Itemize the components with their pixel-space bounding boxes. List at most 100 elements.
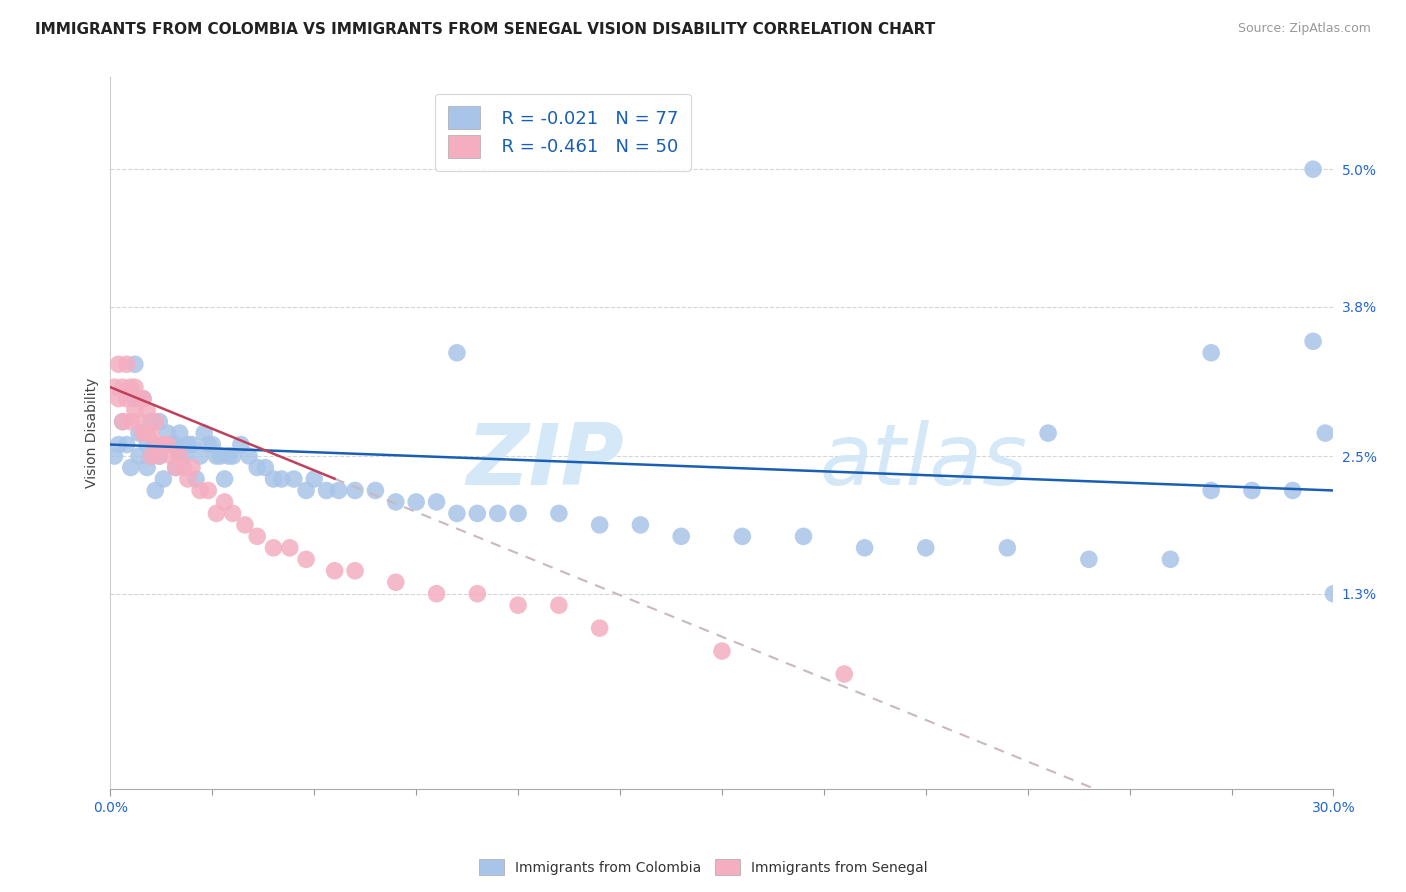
- Point: [120, 460, 142, 475]
- Point: [111, 415, 134, 429]
- Point: [233, 517, 256, 532]
- Point: [143, 437, 166, 451]
- Point: [165, 460, 187, 475]
- Point: [385, 495, 408, 509]
- Point: [465, 507, 488, 521]
- Point: [328, 483, 350, 498]
- Point: [588, 517, 610, 532]
- Point: [315, 483, 337, 498]
- Point: [152, 472, 174, 486]
- Point: [710, 644, 733, 658]
- Point: [128, 415, 150, 429]
- Point: [197, 483, 219, 498]
- Point: [1077, 552, 1099, 566]
- Point: [669, 529, 692, 543]
- Point: [128, 392, 150, 406]
- Point: [169, 426, 191, 441]
- Point: [124, 392, 146, 406]
- Point: [914, 541, 936, 555]
- Point: [143, 483, 166, 498]
- Point: [181, 460, 204, 475]
- Point: [628, 517, 651, 532]
- Point: [141, 449, 163, 463]
- Point: [173, 460, 195, 475]
- Point: [1199, 346, 1222, 360]
- Point: [246, 529, 269, 543]
- Point: [222, 449, 245, 463]
- Point: [197, 437, 219, 451]
- Point: [1199, 483, 1222, 498]
- Point: [229, 437, 252, 451]
- Point: [120, 380, 142, 394]
- Point: [832, 667, 855, 681]
- Point: [792, 529, 814, 543]
- Point: [111, 415, 134, 429]
- Point: [136, 437, 159, 451]
- Point: [128, 426, 150, 441]
- Point: [160, 449, 183, 463]
- Point: [169, 449, 191, 463]
- Point: [218, 449, 240, 463]
- Point: [173, 449, 195, 463]
- Point: [143, 415, 166, 429]
- Point: [148, 415, 170, 429]
- Point: [547, 507, 569, 521]
- Point: [205, 507, 228, 521]
- Point: [1330, 598, 1353, 612]
- Point: [152, 437, 174, 451]
- Point: [188, 449, 211, 463]
- Point: [205, 449, 228, 463]
- Point: [222, 507, 245, 521]
- Point: [547, 598, 569, 612]
- Point: [103, 449, 125, 463]
- Point: [283, 472, 305, 486]
- Point: [160, 437, 183, 451]
- Point: [136, 426, 159, 441]
- Point: [1302, 162, 1324, 177]
- Point: [177, 437, 200, 451]
- Point: [295, 552, 318, 566]
- Point: [103, 380, 125, 394]
- Point: [295, 483, 318, 498]
- Point: [141, 426, 163, 441]
- Point: [214, 495, 236, 509]
- Point: [995, 541, 1018, 555]
- Point: [263, 472, 285, 486]
- Point: [107, 437, 129, 451]
- Point: [136, 403, 159, 417]
- Point: [132, 426, 155, 441]
- Point: [1159, 552, 1181, 566]
- Point: [107, 357, 129, 371]
- Point: [344, 483, 367, 498]
- Point: [1036, 426, 1059, 441]
- Point: [184, 472, 207, 486]
- Point: [201, 437, 224, 451]
- Point: [344, 564, 367, 578]
- Point: [132, 392, 155, 406]
- Point: [506, 598, 529, 612]
- Point: [588, 621, 610, 635]
- Point: [115, 392, 138, 406]
- Point: [254, 460, 277, 475]
- Point: [148, 449, 170, 463]
- Point: [853, 541, 876, 555]
- Point: [141, 415, 163, 429]
- Point: [156, 426, 179, 441]
- Point: [405, 495, 427, 509]
- Point: [263, 541, 285, 555]
- Legend:   R = -0.021   N = 77,   R = -0.461   N = 50: R = -0.021 N = 77, R = -0.461 N = 50: [436, 94, 690, 170]
- Point: [1315, 426, 1337, 441]
- Point: [465, 587, 488, 601]
- Text: Source: ZipAtlas.com: Source: ZipAtlas.com: [1237, 22, 1371, 36]
- Point: [364, 483, 387, 498]
- Point: [446, 507, 468, 521]
- Point: [246, 460, 269, 475]
- Point: [177, 472, 200, 486]
- Point: [323, 564, 346, 578]
- Point: [143, 437, 166, 451]
- Point: [385, 575, 408, 590]
- Text: IMMIGRANTS FROM COLOMBIA VS IMMIGRANTS FROM SENEGAL VISION DISABILITY CORRELATIO: IMMIGRANTS FROM COLOMBIA VS IMMIGRANTS F…: [35, 22, 935, 37]
- Point: [165, 460, 187, 475]
- Y-axis label: Vision Disability: Vision Disability: [86, 378, 100, 488]
- Text: ZIP: ZIP: [467, 420, 624, 503]
